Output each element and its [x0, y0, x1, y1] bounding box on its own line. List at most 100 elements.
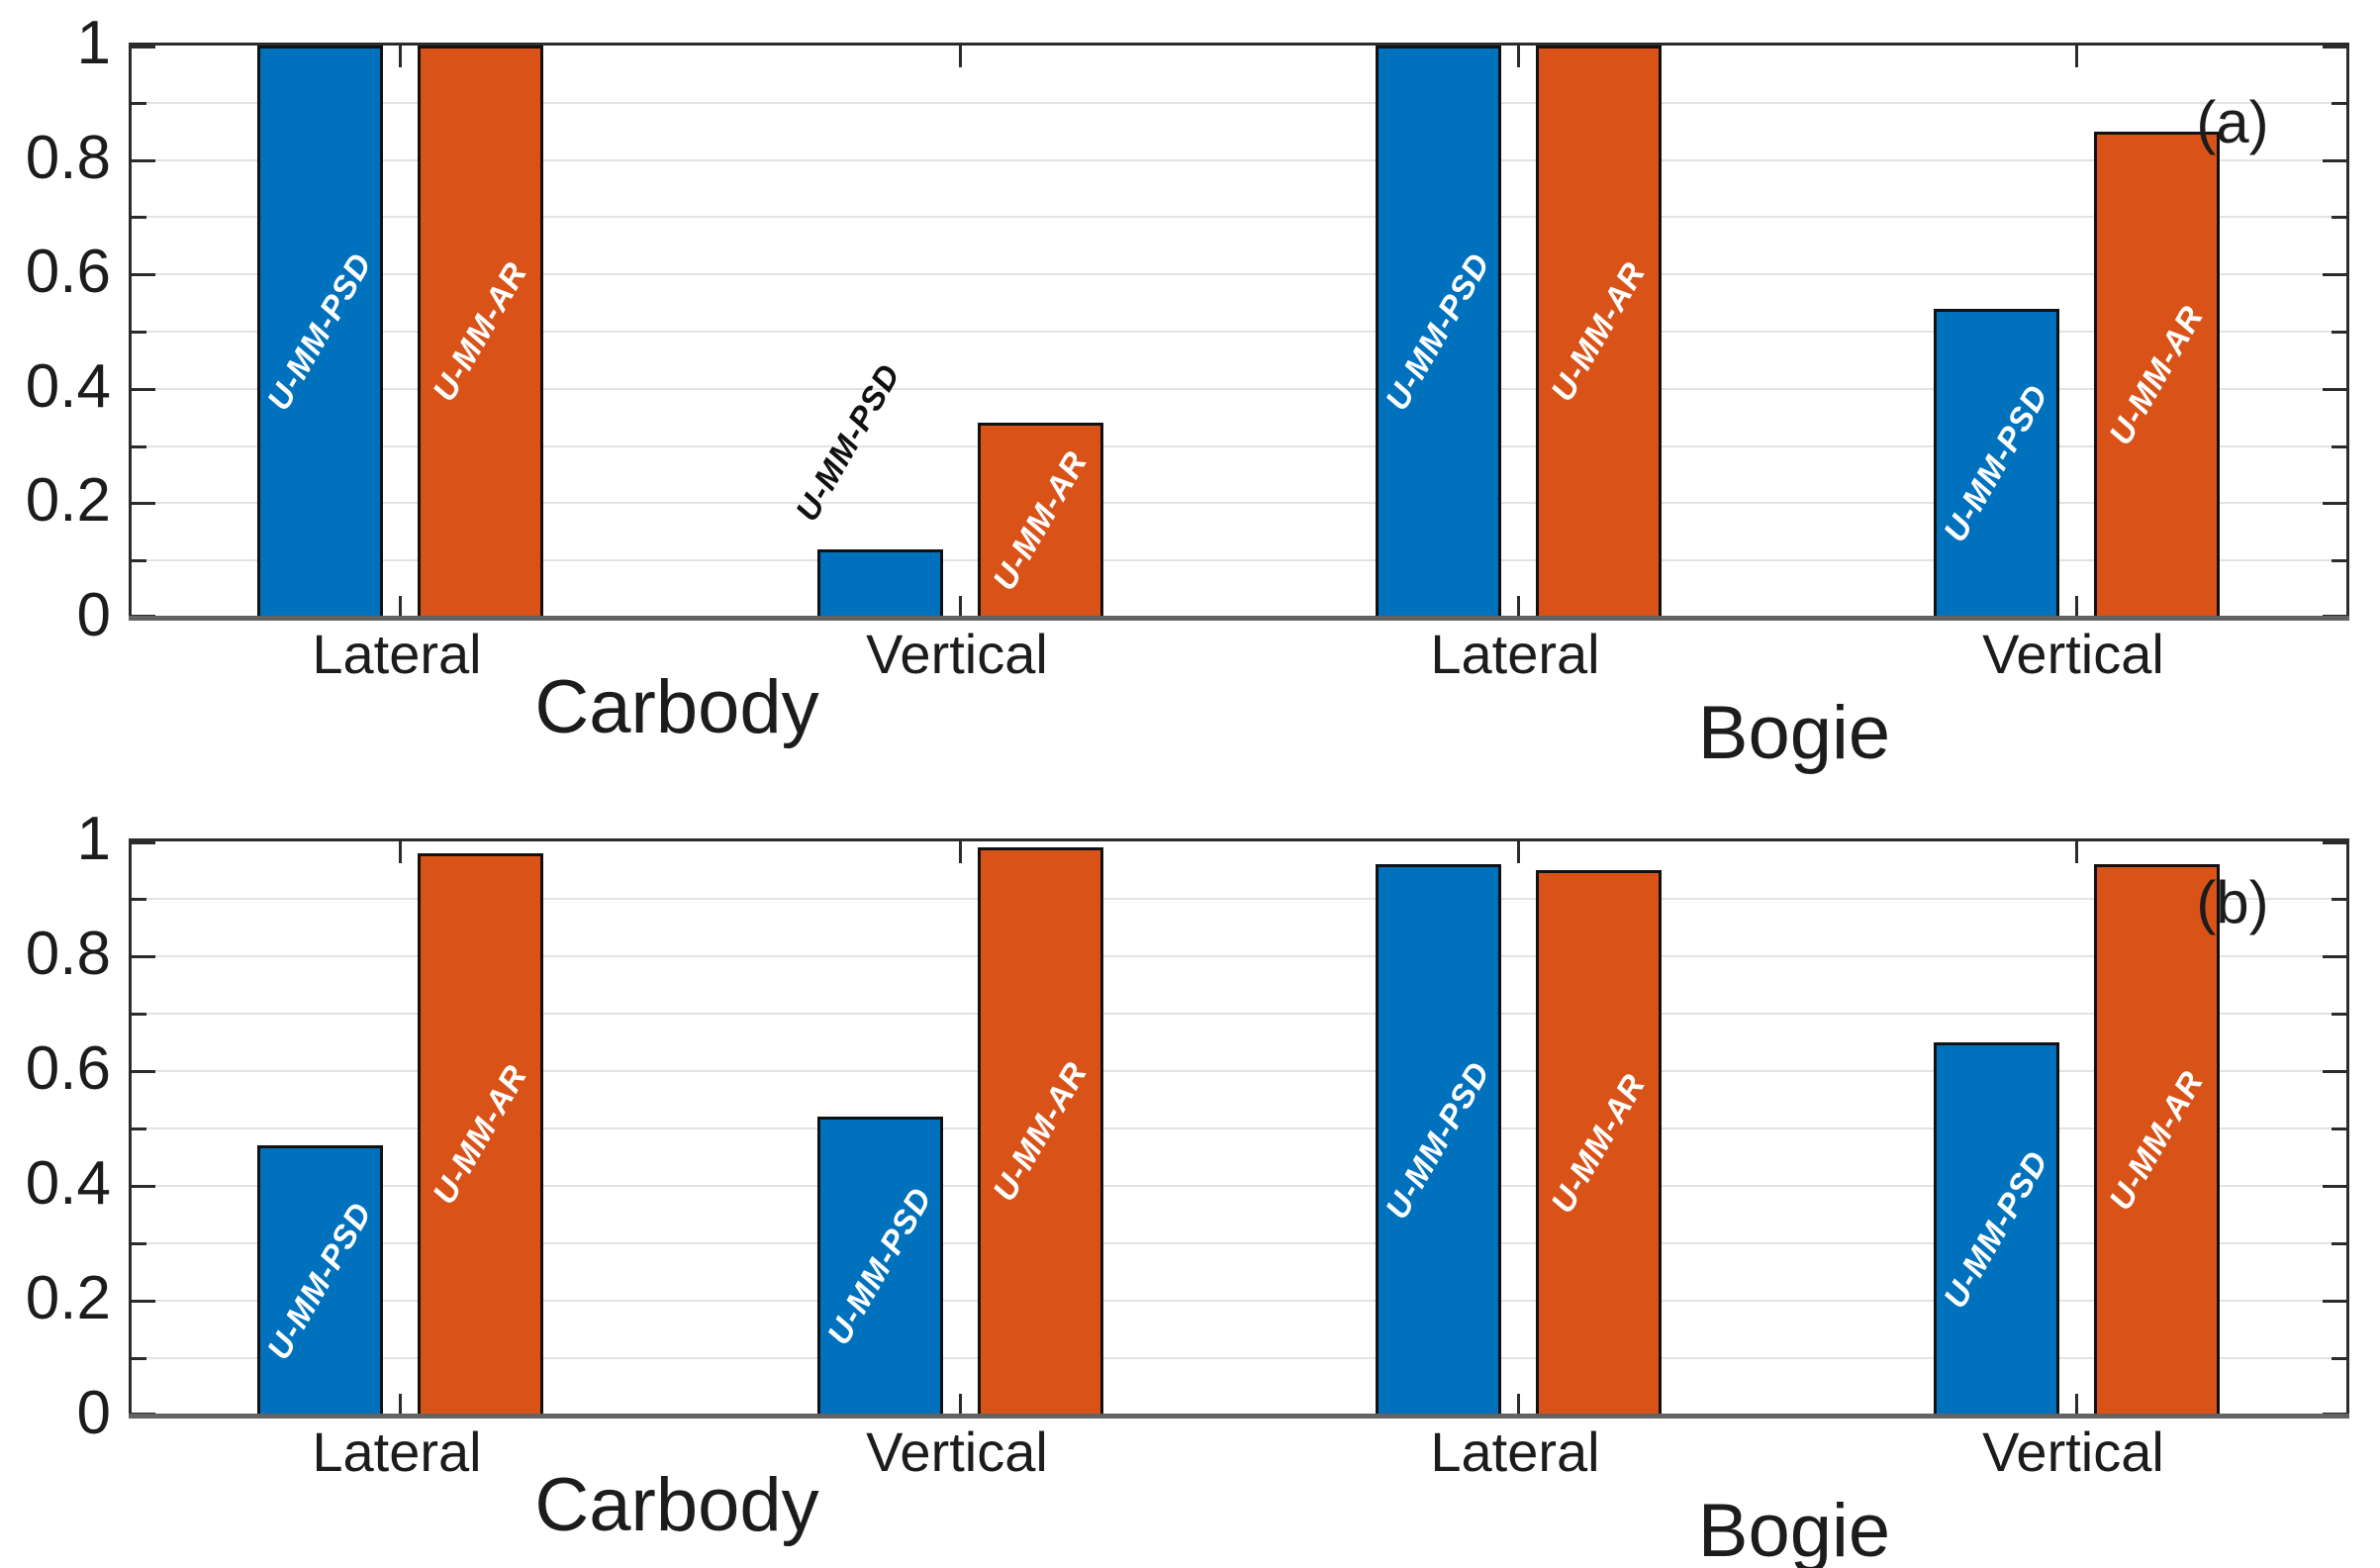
y-tick-right	[2323, 388, 2346, 391]
gridline-0p3	[132, 445, 2346, 447]
y-tick-left	[132, 388, 155, 391]
gridline-0p1	[132, 1357, 2346, 1359]
y-tick-right	[2332, 1357, 2346, 1360]
y-tick-label: 0.4	[25, 1149, 111, 1218]
x-tick-top	[2075, 841, 2078, 863]
x-tick-top	[1517, 841, 1520, 863]
y-tick-right	[2332, 1242, 2346, 1245]
bar-b-carbody-lateral-u-mm-ar	[418, 853, 543, 1416]
bar-a-bogie-vertical-u-mm-ar	[2094, 132, 2220, 618]
x-axis-baseline	[129, 1414, 2349, 1419]
y-tick-right	[2323, 1185, 2346, 1188]
bar-a-bogie-lateral-u-mm-ar	[1536, 46, 1662, 618]
y-tick-left	[132, 502, 155, 505]
gridline-0p5	[132, 1127, 2346, 1129]
bar-a-carbody-vertical-u-mm-psd	[817, 549, 943, 618]
x-tick-bottom	[959, 596, 962, 618]
x-tick-top	[959, 841, 962, 863]
y-tick-left	[132, 1300, 155, 1303]
y-tick-right	[2323, 1070, 2346, 1073]
bar-b-bogie-lateral-u-mm-psd	[1376, 864, 1501, 1416]
bar-a-carbody-vertical-u-mm-ar	[978, 423, 1103, 618]
gridline-0p4	[132, 388, 2346, 390]
x-axis-baseline	[129, 616, 2349, 621]
gridline-0p1	[132, 559, 2346, 561]
group-label-bogie: Bogie	[1697, 1489, 1891, 1568]
bar-a-bogie-lateral-u-mm-psd	[1376, 46, 1501, 618]
x-tick-bottom	[959, 1394, 962, 1416]
y-tick-right	[2323, 841, 2346, 844]
x-tick-label-lateral: Lateral	[1430, 623, 1600, 685]
x-tick-label-vertical: Vertical	[1982, 1421, 2164, 1483]
bar-b-bogie-vertical-u-mm-ar	[2094, 864, 2220, 1416]
y-tick-label: 0.6	[25, 1034, 111, 1103]
x-tick-bottom	[2075, 1394, 2078, 1416]
gridline-0p9	[132, 102, 2346, 104]
gridline-0p6	[132, 273, 2346, 275]
x-tick-bottom	[1517, 1394, 1520, 1416]
x-tick-bottom	[2075, 596, 2078, 618]
y-tick-right	[2332, 102, 2346, 105]
group-label-bogie: Bogie	[1697, 691, 1891, 775]
group-label-carbody: Carbody	[534, 665, 819, 749]
gridline-0p5	[132, 331, 2346, 333]
bar-b-carbody-vertical-u-mm-ar	[978, 847, 1103, 1416]
y-tick-right	[2332, 331, 2346, 334]
y-tick-label: 1	[76, 805, 111, 873]
subplot-a-annotation: (a)	[2196, 89, 2269, 155]
y-tick-left	[132, 216, 146, 219]
x-tick-top	[2075, 46, 2078, 67]
gridline-0p4	[132, 1185, 2346, 1187]
y-tick-right	[2323, 46, 2346, 49]
gridline-0p8	[132, 159, 2346, 161]
y-tick-left	[132, 1070, 155, 1073]
y-tick-right	[2332, 559, 2346, 562]
bar-b-bogie-lateral-u-mm-ar	[1536, 870, 1662, 1416]
y-tick-right	[2323, 1300, 2346, 1303]
gridline-0p6	[132, 1070, 2346, 1072]
y-tick-right	[2323, 159, 2346, 162]
gridline-0p8	[132, 955, 2346, 957]
y-tick-left	[132, 1127, 146, 1130]
bar-b-bogie-vertical-u-mm-psd	[1934, 1042, 2059, 1416]
y-tick-left	[132, 1013, 146, 1016]
y-tick-right	[2332, 898, 2346, 901]
y-tick-left	[132, 1185, 155, 1188]
x-tick-top	[1517, 46, 1520, 67]
bar-a-carbody-lateral-u-mm-psd	[257, 46, 383, 618]
subplot-a-plot-area: (a) U-MM-PSD U-MM-AR U-MM-PSD U-MM-AR U-MM-P…	[129, 43, 2349, 621]
x-tick-bottom	[399, 1394, 402, 1416]
bar-b-carbody-lateral-u-mm-psd	[257, 1145, 383, 1416]
x-tick-label-lateral: Lateral	[312, 1421, 482, 1483]
y-tick-left	[132, 898, 146, 901]
y-tick-label: 0.2	[25, 466, 111, 535]
group-label-carbody: Carbody	[534, 1463, 819, 1547]
y-tick-label: 0	[76, 1379, 111, 1447]
y-tick-label: 1	[76, 9, 111, 77]
x-tick-label-vertical: Vertical	[866, 1421, 1048, 1483]
gridline-0p3	[132, 1242, 2346, 1244]
y-tick-left	[132, 559, 146, 562]
y-tick-right	[2332, 1013, 2346, 1016]
x-tick-bottom	[399, 596, 402, 618]
x-tick-label-vertical: Vertical	[1982, 623, 2164, 685]
x-tick-top	[399, 46, 402, 67]
y-tick-label: 0.6	[25, 238, 111, 306]
y-tick-right	[2332, 216, 2346, 219]
y-tick-left	[132, 46, 155, 49]
x-tick-label-lateral: Lateral	[1430, 1421, 1600, 1483]
bar-a-bogie-vertical-u-mm-psd	[1934, 309, 2059, 618]
y-tick-left	[132, 273, 155, 276]
gridline-0p7	[132, 216, 2346, 218]
y-tick-right	[2323, 502, 2346, 505]
y-tick-right	[2323, 273, 2346, 276]
bar-b-carbody-vertical-u-mm-psd	[817, 1117, 943, 1416]
subplot-b-plot-area: (b) U-MM-PSD U-MM-AR U-MM-PSD U-MM-AR U-MM-P…	[129, 838, 2349, 1419]
y-tick-left	[132, 955, 155, 958]
bar-a-carbody-lateral-u-mm-ar	[418, 46, 543, 618]
gridline-0p2	[132, 1300, 2346, 1302]
y-tick-left	[132, 102, 146, 105]
y-tick-left	[132, 445, 146, 448]
y-tick-left	[132, 331, 146, 334]
